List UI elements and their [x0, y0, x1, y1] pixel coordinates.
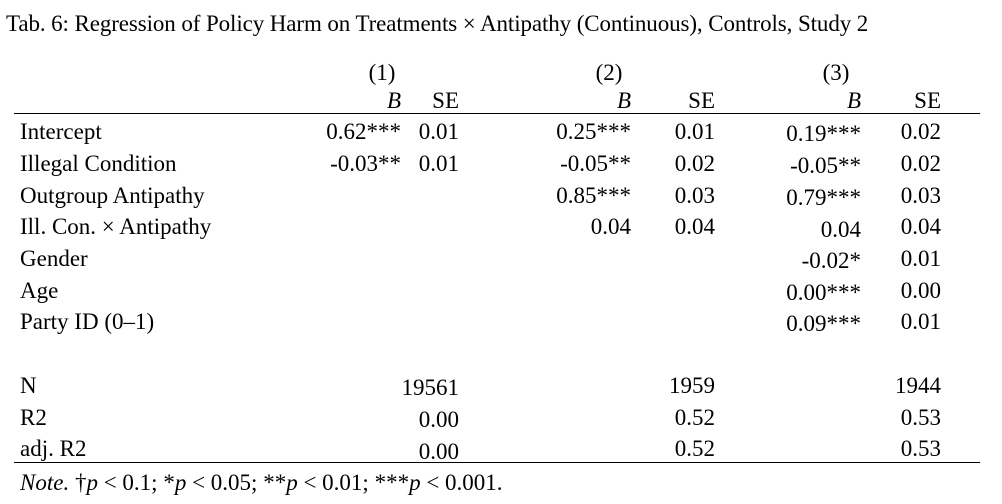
- coef-cell: 0.04: [820, 217, 861, 242]
- coef-cell: -0.05**: [560, 151, 631, 176]
- note-text: < 0.1; *: [97, 470, 175, 495]
- stat-label: adj. R2: [20, 436, 87, 461]
- coef-cell: 0.25***: [556, 119, 631, 144]
- coef-cell: 0.79***: [786, 185, 861, 210]
- stat-cell: 0.52: [674, 436, 715, 461]
- stat-cell: 0.53: [900, 436, 941, 461]
- se-cell: 0.01: [418, 151, 459, 176]
- stat-cell: 1944: [895, 373, 941, 398]
- top-rule: [14, 113, 980, 114]
- note-p: p: [409, 470, 421, 495]
- row-label: Outgroup Antipathy: [20, 183, 205, 208]
- se-cell: 0.01: [900, 246, 941, 271]
- se-cell: 0.03: [674, 183, 715, 208]
- model-3-header: (3): [822, 60, 850, 85]
- coef-cell: 0.04: [590, 214, 631, 239]
- bottom-rule: [14, 462, 980, 463]
- model-1-se-header: SE: [432, 88, 459, 113]
- note-p: p: [86, 470, 98, 495]
- se-cell: 0.01: [418, 119, 459, 144]
- se-cell: 0.04: [900, 214, 941, 239]
- note-p: p: [286, 470, 298, 495]
- model-2-se-header: SE: [688, 88, 715, 113]
- stat-cell: 1959: [669, 373, 715, 398]
- coef-cell: -0.03**: [330, 151, 401, 176]
- note-prefix: Note.: [20, 470, 70, 495]
- se-cell: 0.02: [900, 151, 941, 176]
- se-cell: 0.04: [674, 214, 715, 239]
- se-cell: 0.03: [900, 183, 941, 208]
- model-3-b-header: B: [846, 88, 861, 113]
- stat-cell: 0.00: [418, 439, 459, 464]
- se-cell: 0.01: [900, 309, 941, 334]
- coef-cell: 0.09***: [786, 311, 861, 336]
- stat-cell: 0.00: [418, 407, 459, 432]
- stat-cell: 19561: [401, 375, 460, 400]
- row-label: Intercept: [20, 119, 102, 144]
- stat-cell: 0.53: [900, 405, 941, 430]
- model-1-b-header: B: [386, 88, 401, 113]
- note-text: < 0.001.: [420, 470, 503, 495]
- row-label: Gender: [20, 246, 88, 271]
- coef-cell: 0.19***: [786, 121, 861, 146]
- row-label: Party ID (0–1): [20, 309, 155, 334]
- row-label: Illegal Condition: [20, 151, 177, 176]
- coef-cell: 0.62***: [326, 119, 401, 144]
- table-note: Note. †p < 0.1; *p < 0.05; **p < 0.01; *…: [20, 470, 503, 496]
- coef-cell: -0.02*: [801, 248, 861, 273]
- stat-cell: 0.52: [674, 405, 715, 430]
- row-label: Age: [20, 278, 59, 303]
- note-p: p: [174, 470, 187, 495]
- note-text: < 0.05; **: [186, 470, 287, 495]
- model-2-header: (2): [595, 60, 623, 85]
- stat-label: N: [20, 373, 37, 398]
- se-cell: 0.02: [674, 151, 715, 176]
- stat-label: R2: [20, 405, 47, 430]
- se-cell: 0.00: [900, 278, 941, 303]
- model-3-se-header: SE: [914, 88, 941, 113]
- coef-cell: 0.85***: [556, 183, 631, 208]
- coef-cell: -0.05**: [790, 153, 861, 178]
- note-text: < 0.01; ***: [297, 470, 410, 495]
- model-1-header: (1): [368, 60, 396, 85]
- coef-cell: 0.00***: [786, 280, 861, 305]
- row-label: Ill. Con. × Antipathy: [20, 214, 212, 239]
- table-caption: Tab. 6: Regression of Policy Harm on Tre…: [6, 11, 869, 36]
- note-text: †: [69, 470, 87, 495]
- model-2-b-header: B: [616, 88, 631, 113]
- se-cell: 0.02: [900, 119, 941, 144]
- se-cell: 0.01: [674, 119, 715, 144]
